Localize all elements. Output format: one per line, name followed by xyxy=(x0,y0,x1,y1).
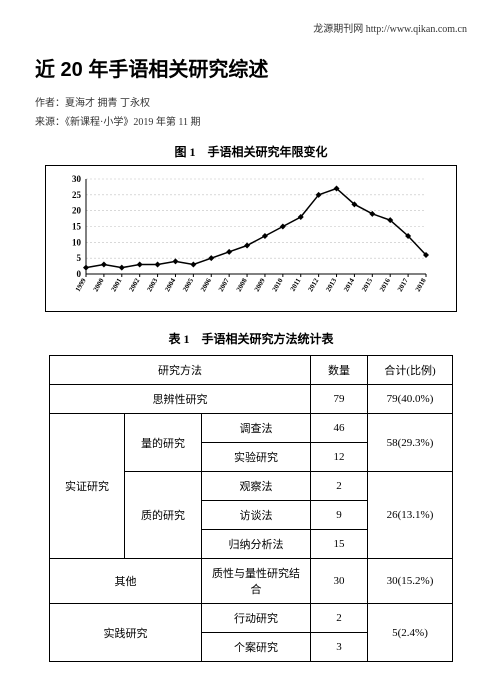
svg-text:2006: 2006 xyxy=(199,277,213,294)
table-cell: 46 xyxy=(311,414,368,443)
figure1-chart: 0510152025301999200020012002200320042005… xyxy=(56,174,436,304)
table-row: 实证研究量的研究调查法4658(29.3%) xyxy=(50,414,453,443)
svg-text:15: 15 xyxy=(72,222,82,232)
table-cell: 其他 xyxy=(50,559,202,604)
table-cell: 调查法 xyxy=(202,414,311,443)
table-cell: 研究方法 xyxy=(50,356,311,385)
svg-text:25: 25 xyxy=(72,190,82,200)
table-cell: 实验研究 xyxy=(202,443,311,472)
table-cell: 实证研究 xyxy=(50,414,125,559)
table-cell: 访谈法 xyxy=(202,501,311,530)
svg-text:2010: 2010 xyxy=(271,277,285,294)
table-cell: 5(2.4%) xyxy=(368,604,453,662)
table-cell: 归纳分析法 xyxy=(202,530,311,559)
svg-text:2018: 2018 xyxy=(414,277,428,294)
table-cell: 79 xyxy=(311,385,368,414)
table-cell: 58(29.3%) xyxy=(368,414,453,472)
svg-text:30: 30 xyxy=(72,174,82,184)
svg-text:2017: 2017 xyxy=(396,277,410,294)
table-cell: 量的研究 xyxy=(125,414,202,472)
table-cell: 思辨性研究 xyxy=(50,385,311,414)
table-cell: 质的研究 xyxy=(125,472,202,559)
table-cell: 3 xyxy=(311,633,368,662)
table-cell: 12 xyxy=(311,443,368,472)
table-cell: 2 xyxy=(311,604,368,633)
table-cell: 观察法 xyxy=(202,472,311,501)
article-title: 近 20 年手语相关研究综述 xyxy=(35,53,467,82)
table-row: 思辨性研究7979(40.0%) xyxy=(50,385,453,414)
svg-text:2008: 2008 xyxy=(235,277,249,294)
site-header: 龙源期刊网 http://www.qikan.com.cn xyxy=(35,20,467,35)
table-row: 研究方法数量合计(比例) xyxy=(50,356,453,385)
table-cell: 行动研究 xyxy=(202,604,311,633)
svg-text:1999: 1999 xyxy=(74,277,88,294)
table-cell: 30(15.2%) xyxy=(368,559,453,604)
svg-text:2016: 2016 xyxy=(378,277,392,294)
svg-text:2011: 2011 xyxy=(289,277,303,293)
table1-caption: 表 1 手语相关研究方法统计表 xyxy=(35,330,467,347)
table-cell: 合计(比例) xyxy=(368,356,453,385)
svg-text:20: 20 xyxy=(72,206,82,216)
table-cell: 9 xyxy=(311,501,368,530)
svg-text:2012: 2012 xyxy=(306,277,320,294)
svg-text:5: 5 xyxy=(77,253,82,263)
table-row: 实践研究行动研究25(2.4%) xyxy=(50,604,453,633)
table-cell: 实践研究 xyxy=(50,604,202,662)
svg-text:2015: 2015 xyxy=(360,277,374,294)
svg-text:2007: 2007 xyxy=(217,277,231,294)
svg-text:2001: 2001 xyxy=(110,277,124,294)
table-cell: 30 xyxy=(311,559,368,604)
table-cell: 79(40.0%) xyxy=(368,385,453,414)
svg-text:2013: 2013 xyxy=(324,277,338,294)
figure1-container: 0510152025301999200020012002200320042005… xyxy=(45,165,457,312)
table-cell: 26(13.1%) xyxy=(368,472,453,559)
figure1-caption: 图 1 手语相关研究年限变化 xyxy=(35,143,467,160)
svg-text:2003: 2003 xyxy=(145,277,159,294)
table-cell: 数量 xyxy=(311,356,368,385)
svg-text:2005: 2005 xyxy=(181,277,195,294)
svg-text:10: 10 xyxy=(72,237,82,247)
table1: 研究方法数量合计(比例)思辨性研究7979(40.0%)实证研究量的研究调查法4… xyxy=(49,355,453,662)
svg-text:2009: 2009 xyxy=(253,277,267,294)
table-cell: 15 xyxy=(311,530,368,559)
svg-text:2000: 2000 xyxy=(92,277,106,294)
table-cell: 2 xyxy=(311,472,368,501)
table-row: 其他质性与量性研究结合3030(15.2%) xyxy=(50,559,453,604)
svg-text:2004: 2004 xyxy=(163,277,177,294)
article-authors: 作者：夏海才 拥青 丁永权 xyxy=(35,94,467,109)
article-source: 来源：《新课程·小学》2019 年第 11 期 xyxy=(35,113,467,128)
table-cell: 质性与量性研究结合 xyxy=(202,559,311,604)
table-cell: 个案研究 xyxy=(202,633,311,662)
svg-text:2002: 2002 xyxy=(127,277,141,294)
svg-text:2014: 2014 xyxy=(342,277,356,294)
